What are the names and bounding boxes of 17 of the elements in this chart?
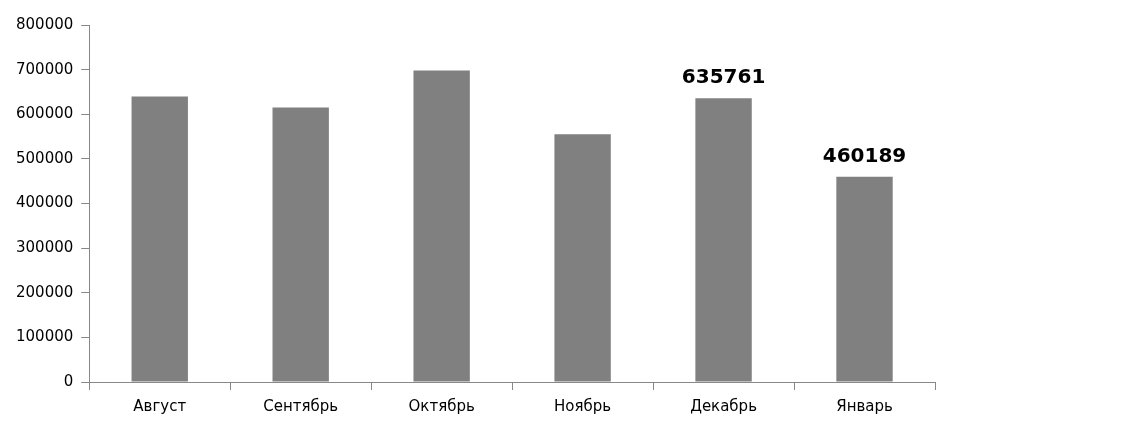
- data-label: 460189: [822, 142, 907, 167]
- x-tick-label: Декабрь: [690, 396, 757, 415]
- x-tick-label: Октябрь: [408, 396, 475, 415]
- data-label: 635761: [681, 64, 766, 89]
- x-tick-label: Январь: [836, 396, 893, 415]
- y-tick-label: 800000: [16, 14, 74, 33]
- y-tick-label: 400000: [16, 193, 74, 212]
- y-tick-label: 700000: [16, 59, 74, 78]
- y-tick-label: 300000: [16, 238, 74, 257]
- y-tick-label: 0: [63, 371, 74, 390]
- x-tick-label: Сентябрь: [263, 396, 339, 415]
- y-tick-label: 100000: [16, 327, 74, 346]
- y-tick-label: 500000: [16, 148, 74, 167]
- y-tick-label: 200000: [16, 282, 74, 301]
- x-tick-label: Август: [133, 396, 187, 415]
- y-tick-label: 600000: [16, 104, 74, 123]
- x-tick-label: Ноябрь: [554, 396, 612, 415]
